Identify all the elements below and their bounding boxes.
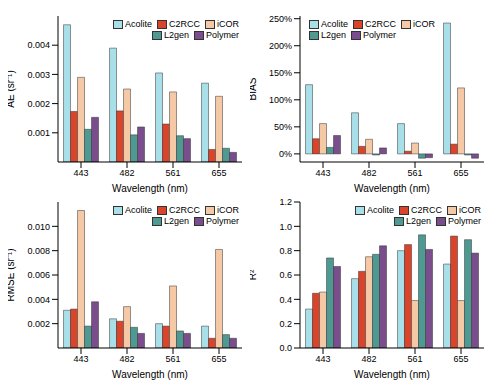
html-text:C2RCC: C2RCC: [169, 19, 200, 29]
svg-text:0.004: 0.004: [27, 40, 50, 50]
html-text:L2gen: L2gen: [406, 216, 431, 226]
svg-text:561: 561: [407, 168, 422, 178]
svg-text:100%: 100%: [269, 95, 292, 105]
svg-text:655: 655: [211, 168, 226, 178]
html-text:L2gen: L2gen: [321, 30, 346, 40]
svg-text:Wavelength (nm): Wavelength (nm): [354, 183, 430, 194]
svg-text:1.2: 1.2: [279, 197, 292, 207]
svg-text:RMSE (sr⁻¹): RMSE (sr⁻¹): [8, 249, 16, 302]
html-text:Acolite: Acolite: [321, 19, 348, 29]
svg-text:0.004: 0.004: [27, 295, 50, 305]
svg-text:0.4: 0.4: [279, 295, 292, 305]
svg-text:Wavelength (nm): Wavelength (nm): [354, 369, 430, 380]
html-text:Acolite: Acolite: [125, 205, 152, 215]
svg-text:482: 482: [119, 354, 134, 364]
svg-text:150%: 150%: [269, 68, 292, 78]
svg-text:0.6: 0.6: [279, 270, 292, 280]
html-text:L2gen: L2gen: [164, 30, 189, 40]
svg-text:0.2: 0.2: [279, 319, 292, 329]
svg-text:0.002: 0.002: [27, 319, 50, 329]
html-text:Polymer: Polymer: [363, 30, 396, 40]
svg-text:0.8: 0.8: [279, 246, 292, 256]
html-text:Polymer: Polymer: [448, 216, 481, 226]
svg-text:655: 655: [453, 168, 468, 178]
svg-text:0%: 0%: [279, 149, 292, 159]
html-text:Acolite: Acolite: [367, 205, 394, 215]
svg-text:250%: 250%: [269, 14, 292, 24]
svg-text:443: 443: [315, 354, 330, 364]
html-text:iCOR: iCOR: [217, 205, 239, 215]
svg-text:200%: 200%: [269, 41, 292, 51]
html-text:C2RCC: C2RCC: [365, 19, 396, 29]
svg-text:482: 482: [361, 354, 376, 364]
html-text:Acolite: Acolite: [125, 19, 152, 29]
svg-text:561: 561: [407, 354, 422, 364]
html-text:iCOR: iCOR: [413, 19, 435, 29]
svg-text:443: 443: [73, 168, 88, 178]
svg-text:482: 482: [361, 168, 376, 178]
svg-text:0.008: 0.008: [27, 246, 50, 256]
svg-text:655: 655: [453, 354, 468, 364]
svg-text:AE (sr⁻¹): AE (sr⁻¹): [8, 70, 16, 107]
svg-text:561: 561: [165, 354, 180, 364]
svg-text:Wavelength (nm): Wavelength (nm): [112, 183, 188, 194]
html-text:C2RCC: C2RCC: [411, 205, 442, 215]
svg-text:1.0: 1.0: [279, 222, 292, 232]
svg-text:0.002: 0.002: [27, 99, 50, 109]
svg-text:R²: R²: [250, 269, 258, 280]
svg-text:561: 561: [165, 168, 180, 178]
svg-text:443: 443: [315, 168, 330, 178]
svg-text:0.001: 0.001: [27, 128, 50, 138]
html-text:C2RCC: C2RCC: [169, 205, 200, 215]
svg-text:443: 443: [73, 354, 88, 364]
html-text:iCOR: iCOR: [217, 19, 239, 29]
svg-text:655: 655: [211, 354, 226, 364]
svg-text:50%: 50%: [274, 122, 292, 132]
svg-text:0.010: 0.010: [27, 222, 50, 232]
svg-text:Wavelength (nm): Wavelength (nm): [112, 369, 188, 380]
html-text:iCOR: iCOR: [459, 205, 481, 215]
svg-text:0.0: 0.0: [279, 343, 292, 353]
svg-text:BIAS: BIAS: [250, 77, 258, 100]
svg-text:482: 482: [119, 168, 134, 178]
svg-text:0.003: 0.003: [27, 70, 50, 80]
html-text:Polymer: Polymer: [206, 30, 239, 40]
html-text:L2gen: L2gen: [164, 216, 189, 226]
html-text:Polymer: Polymer: [206, 216, 239, 226]
svg-text:0.006: 0.006: [27, 270, 50, 280]
